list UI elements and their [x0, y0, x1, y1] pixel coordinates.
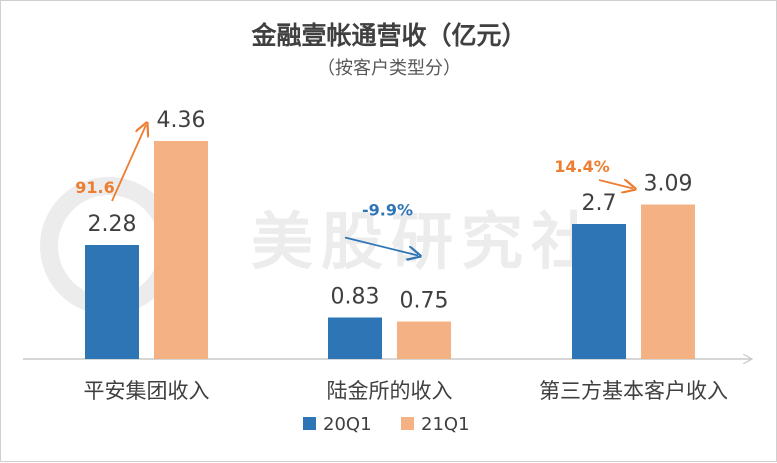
- watermark-text: 美股研究社: [251, 205, 601, 278]
- legend-swatch-21q1: [401, 417, 414, 430]
- legend-label-20q1: 20Q1: [323, 414, 372, 435]
- annotations-layer: 91.6 -9.9% 14.4%: [75, 125, 633, 256]
- bar-20q1-0: [85, 245, 139, 359]
- bar-21q1-1: [397, 321, 451, 359]
- value-label-20q1-0: 2.28: [88, 212, 137, 237]
- annotation-arrow-0: [111, 125, 146, 202]
- annotation-label-0: 91.6: [75, 178, 114, 197]
- legend-label-21q1: 21Q1: [421, 414, 470, 435]
- value-label-21q1-0: 4.36: [157, 108, 206, 133]
- annotation-label-2: 14.4%: [554, 157, 610, 176]
- category-label-2: 第三方基本客户收入: [539, 379, 728, 403]
- annotation-arrow-2: [598, 180, 633, 189]
- value-label-20q1-2: 2.7: [582, 191, 617, 216]
- legend-swatch-20q1: [303, 417, 316, 430]
- value-label-20q1-1: 0.83: [331, 285, 380, 310]
- legend: 20Q1 21Q1: [303, 414, 470, 435]
- chart-subtitle: （按客户类型分）: [317, 58, 461, 79]
- bars-layer: [85, 141, 695, 359]
- category-label-1: 陆金所的收入: [327, 379, 453, 403]
- bar-21q1-0: [154, 141, 208, 359]
- value-label-21q1-2: 3.09: [644, 172, 693, 197]
- category-labels-layer: 平安集团收入 陆金所的收入 第三方基本客户收入: [84, 379, 729, 403]
- value-labels-layer: 2.28 4.36 0.83 0.75 2.7 3.09: [88, 108, 693, 314]
- bar-21q1-2: [641, 204, 695, 359]
- bar-20q1-2: [572, 224, 626, 359]
- bar-20q1-1: [328, 317, 382, 359]
- chart-title: 金融壹帐通营收（亿元）: [250, 21, 526, 50]
- value-label-21q1-1: 0.75: [400, 289, 449, 314]
- annotation-label-1: -9.9%: [362, 201, 413, 220]
- annotation-arrow-1: [344, 236, 418, 256]
- category-label-0: 平安集团收入: [84, 379, 210, 403]
